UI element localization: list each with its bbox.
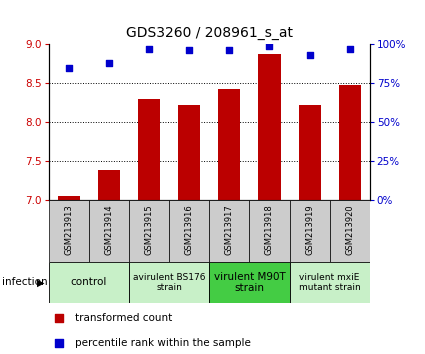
Bar bbox=[178, 105, 200, 200]
Text: avirulent BS176
strain: avirulent BS176 strain bbox=[133, 273, 205, 292]
Bar bbox=[330, 200, 370, 262]
Bar bbox=[249, 200, 289, 262]
Point bbox=[65, 65, 72, 70]
Point bbox=[306, 52, 313, 58]
Text: percentile rank within the sample: percentile rank within the sample bbox=[74, 338, 250, 348]
Bar bbox=[209, 200, 249, 262]
Text: GSM213920: GSM213920 bbox=[345, 204, 354, 255]
Bar bbox=[98, 170, 120, 200]
Text: ▶: ▶ bbox=[37, 277, 45, 287]
Text: GSM213916: GSM213916 bbox=[185, 204, 194, 255]
Point bbox=[266, 43, 273, 48]
Point bbox=[226, 48, 233, 53]
Text: GSM213913: GSM213913 bbox=[65, 204, 74, 255]
Bar bbox=[49, 262, 129, 303]
Bar bbox=[129, 200, 169, 262]
Text: virulent M90T
strain: virulent M90T strain bbox=[213, 272, 285, 293]
Text: GSM213919: GSM213919 bbox=[305, 204, 314, 255]
Text: GSM213914: GSM213914 bbox=[105, 204, 113, 255]
Bar bbox=[298, 105, 320, 200]
Title: GDS3260 / 208961_s_at: GDS3260 / 208961_s_at bbox=[126, 27, 293, 40]
Bar bbox=[289, 262, 370, 303]
Bar bbox=[129, 262, 209, 303]
Point bbox=[186, 48, 193, 53]
Text: transformed count: transformed count bbox=[74, 313, 172, 323]
Text: GSM213918: GSM213918 bbox=[265, 204, 274, 255]
Point bbox=[346, 46, 353, 52]
Point bbox=[55, 340, 62, 346]
Text: virulent mxiE
mutant strain: virulent mxiE mutant strain bbox=[299, 273, 360, 292]
Bar bbox=[218, 90, 241, 200]
Text: GSM213917: GSM213917 bbox=[225, 204, 234, 255]
Point bbox=[55, 315, 62, 321]
Bar bbox=[138, 99, 160, 200]
Text: GSM213915: GSM213915 bbox=[144, 204, 154, 255]
Bar bbox=[209, 262, 289, 303]
Bar bbox=[89, 200, 129, 262]
Bar bbox=[58, 196, 80, 200]
Bar bbox=[289, 200, 330, 262]
Point bbox=[106, 60, 113, 66]
Bar bbox=[169, 200, 209, 262]
Bar bbox=[339, 85, 361, 200]
Text: infection: infection bbox=[2, 277, 48, 287]
Text: control: control bbox=[71, 277, 107, 287]
Bar bbox=[258, 53, 280, 200]
Bar bbox=[49, 200, 89, 262]
Point bbox=[146, 46, 153, 52]
